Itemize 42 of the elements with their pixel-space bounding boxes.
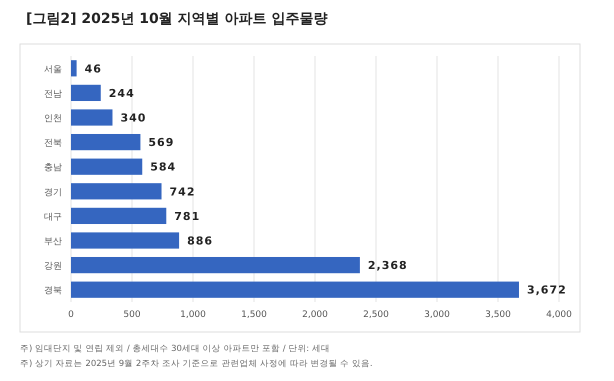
- bar: [71, 84, 101, 102]
- data-label: 2,368: [368, 259, 408, 272]
- y-tick-label: 서울: [44, 64, 62, 75]
- data-label: 584: [150, 160, 176, 174]
- bar: [71, 256, 360, 274]
- y-tick-label: 경북: [44, 286, 62, 296]
- y-tick-label: 전남: [44, 89, 62, 100]
- data-label: 886: [187, 234, 214, 248]
- x-tick-label: 2,500: [363, 310, 390, 320]
- y-tick-label: 충남: [44, 163, 62, 174]
- chart-title: [그림2] 2025년 10월 지역별 아파트 입주물량: [26, 11, 328, 27]
- bar: [71, 134, 140, 150]
- text: 주) 상기 자료는 2025년 9월 2주차 조사 기준으로 관련업체 사정에 따라 변경될 수 있음.: [20, 359, 373, 369]
- data-label: 46: [84, 62, 102, 76]
- data-label: 340: [120, 112, 146, 124]
- x-tick-label: 3,500: [485, 310, 512, 320]
- bar: [71, 282, 519, 298]
- bar: [71, 183, 162, 200]
- text: 주) 임대단지 및 연립 제외 / 총세대수 30세대 이상 아파트만 포함 / 단위: 세대: [20, 344, 330, 354]
- x-tick-label: 0: [68, 310, 74, 320]
- x-tick-label: 1,000: [180, 310, 206, 320]
- y-tick-label: 경기: [44, 188, 62, 198]
- y-tick-label: 강원: [44, 262, 62, 272]
- data-label: 781: [174, 210, 200, 223]
- data-label: 569: [148, 136, 174, 150]
- bar: [71, 60, 77, 76]
- data-label: 3,672: [526, 284, 567, 297]
- y-tick-label: 대구: [44, 212, 62, 222]
- y-tick-label: 인천: [44, 114, 62, 124]
- data-label: 244: [108, 86, 135, 100]
- y-tick-label: 부산: [44, 237, 62, 247]
- x-tick-label: 4,000: [546, 310, 572, 320]
- x-tick-label: 500: [123, 310, 141, 320]
- bar: [71, 158, 142, 175]
- data-label: 742: [170, 185, 196, 198]
- x-tick-label: 1,500: [241, 310, 268, 320]
- x-tick-label: 2,000: [302, 310, 328, 320]
- y-tick-label: 전북: [44, 138, 62, 149]
- bar: [71, 109, 112, 126]
- bar: [71, 232, 180, 249]
- x-tick-label: 3,000: [424, 310, 450, 320]
- bar: [71, 208, 166, 224]
